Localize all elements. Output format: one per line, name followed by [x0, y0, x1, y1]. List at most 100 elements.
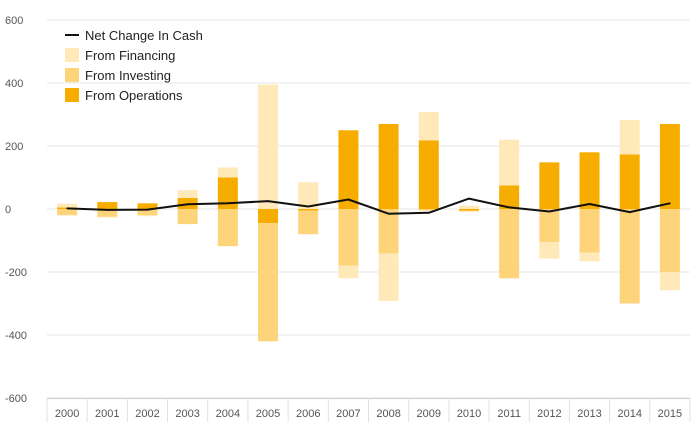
bar-from-investing [57, 209, 78, 216]
x-tick-label: 2001 [95, 408, 119, 420]
legend-swatch [65, 48, 79, 62]
y-tick-label: 200 [5, 141, 23, 153]
bar-from-financing [539, 242, 560, 259]
bar-from-operations [258, 209, 279, 224]
legend-item: From Investing [65, 68, 171, 83]
bar-from-investing [458, 210, 479, 212]
bar-from-operations [458, 209, 479, 211]
bar-from-financing [217, 167, 238, 178]
net-change-point [227, 202, 229, 205]
bar-from-operations [418, 140, 439, 209]
bar-from-financing [499, 139, 520, 186]
legend-item: Net Change In Cash [65, 28, 203, 43]
bar-from-operations [338, 130, 359, 209]
bar-from-financing [458, 205, 479, 209]
bar-from-investing [258, 223, 279, 342]
x-tick-label: 2014 [617, 408, 641, 420]
bar-from-financing [258, 84, 279, 209]
net-change-point [106, 209, 109, 211]
legend: Net Change In Cash From Financing From Inv… [65, 28, 203, 103]
legend-label: Net Change In Cash [85, 28, 203, 43]
line-layer [66, 197, 671, 215]
x-tick-label: 2000 [55, 408, 79, 420]
bar-from-investing [539, 209, 560, 243]
bar-from-investing [217, 209, 238, 247]
bar-from-operations [579, 152, 600, 209]
legend-label: From Investing [85, 68, 171, 83]
x-tick-label: 2011 [497, 408, 521, 420]
bar-from-financing [338, 265, 359, 279]
bar-from-financing [177, 190, 198, 198]
x-tick-label: 2008 [376, 408, 400, 420]
x-tick-label: 2013 [577, 408, 601, 420]
bar-from-operations [217, 177, 238, 209]
net-change-point [427, 211, 430, 214]
bar-from-investing [338, 209, 359, 266]
net-change-point [347, 198, 350, 201]
legend-label: From Operations [85, 88, 183, 103]
bar-from-investing [378, 209, 399, 254]
net-change-point [548, 210, 551, 213]
x-tick-label: 2009 [417, 408, 441, 420]
bar-from-operations [499, 185, 520, 209]
x-tick-label: 2015 [658, 408, 682, 420]
bar-from-operations [137, 203, 158, 209]
legend-label: From Financing [85, 48, 175, 63]
bar-from-investing [418, 209, 439, 211]
bar-from-investing [137, 209, 158, 216]
net-change-point [468, 197, 470, 200]
x-tick-label: 2010 [457, 408, 481, 420]
net-change-point [387, 212, 390, 215]
bar-from-operations [378, 123, 399, 209]
y-tick-label: -600 [5, 393, 27, 405]
bar-from-operations [539, 162, 560, 209]
x-tick-label: 2005 [256, 408, 280, 420]
bar-from-investing [177, 209, 198, 225]
net-change-point [267, 200, 269, 202]
y-tick-label: 400 [5, 78, 23, 90]
y-tick-label: -400 [5, 330, 27, 342]
bar-from-operations [659, 123, 680, 209]
net-change-point [508, 206, 510, 209]
y-tick-label: 600 [5, 15, 23, 27]
net-change-point [669, 202, 671, 205]
bar-from-financing [418, 111, 439, 141]
legend-item: From Operations [65, 88, 183, 103]
legend-swatch [65, 88, 79, 102]
bar-from-operations [97, 202, 118, 209]
bars-layer [57, 84, 680, 342]
bar-from-financing [97, 216, 118, 218]
x-tick-label: 2003 [175, 408, 199, 420]
net-change-point [186, 203, 189, 206]
y-tick-label: -200 [5, 267, 27, 279]
bar-from-investing [298, 210, 319, 235]
bar-from-investing [579, 209, 600, 253]
y-tick-label: 0 [5, 204, 11, 216]
x-tick-label: 2006 [296, 408, 320, 420]
x-tick-label: 2012 [537, 408, 561, 420]
net-change-point [628, 211, 631, 213]
x-tick-label: 2004 [216, 408, 240, 420]
bar-from-investing [619, 209, 640, 304]
bar-from-investing [97, 209, 118, 217]
bar-from-financing [57, 203, 78, 208]
net-change-line [67, 197, 671, 215]
bar-from-investing [659, 209, 680, 272]
bar-from-financing [298, 182, 319, 209]
bar-from-financing [619, 119, 640, 155]
bar-from-financing [659, 272, 680, 291]
net-change-point [588, 203, 591, 205]
bar-from-operations [298, 209, 319, 211]
bar-from-financing [137, 215, 158, 217]
x-tick-label: 2002 [135, 408, 159, 420]
legend-swatch [65, 68, 79, 82]
bar-from-operations [619, 154, 640, 209]
bar-from-financing [378, 253, 399, 301]
bar-from-investing [499, 209, 520, 279]
net-change-point [307, 205, 310, 208]
x-tick-label: 2007 [336, 408, 360, 420]
legend-item: From Financing [65, 48, 175, 63]
bar-from-financing [579, 252, 600, 262]
